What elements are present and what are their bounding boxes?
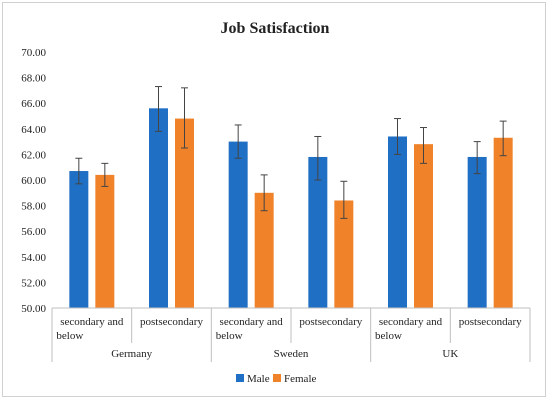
y-tick-label: 52.00	[21, 277, 46, 289]
bar-male	[467, 156, 487, 308]
y-tick-label: 68.00	[21, 73, 46, 85]
x-tick-label: postsecondary	[140, 316, 203, 328]
legend: Male Female	[236, 373, 316, 385]
chart-frame	[2, 2, 546, 397]
bar-female	[414, 144, 433, 308]
bars-layer	[69, 108, 513, 308]
bar-male	[228, 141, 248, 308]
y-tick-label: 50.00	[21, 303, 46, 315]
x-tick-label: secondary and below	[56, 316, 124, 342]
legend-label-male: Male	[247, 373, 270, 385]
y-tick-label: 62.00	[21, 149, 46, 161]
x-axis: secondary and below postsecondary secondary…	[51, 307, 531, 362]
y-tick-label: 64.00	[21, 124, 46, 136]
legend-swatch-female	[273, 374, 281, 382]
error-bars-layer	[75, 86, 507, 219]
bar-female	[493, 137, 513, 308]
x-tick-label: secondary and below	[375, 316, 443, 342]
group-label: Germany	[111, 348, 152, 360]
bar-male	[149, 108, 168, 308]
y-axis: 50.00 52.00 54.00 56.00 58.00 60.00 62.00 64.00…	[21, 47, 46, 315]
legend-label-female: Female	[284, 373, 316, 385]
bar-female	[334, 200, 354, 308]
x-tick-label: postsecondary	[299, 316, 362, 328]
bar-male	[308, 156, 328, 308]
y-tick-label: 66.00	[21, 98, 46, 110]
x-tick-label: secondary and below	[216, 316, 284, 342]
legend-swatch-male	[236, 374, 244, 382]
y-tick-label: 56.00	[21, 226, 46, 238]
bar-female	[95, 174, 115, 308]
x-tick-label: postsecondary	[459, 316, 522, 328]
group-label: Sweden	[274, 348, 309, 360]
bar-female	[254, 192, 274, 308]
bar-male	[388, 136, 407, 308]
bar-female	[175, 118, 194, 308]
chart-title: Job Satisfaction	[221, 20, 330, 37]
y-tick-label: 70.00	[21, 47, 46, 59]
y-tick-label: 54.00	[21, 252, 46, 264]
y-tick-label: 60.00	[21, 175, 46, 187]
y-tick-label: 58.00	[21, 201, 46, 213]
group-label: UK	[442, 348, 458, 360]
bar-male	[69, 171, 89, 308]
